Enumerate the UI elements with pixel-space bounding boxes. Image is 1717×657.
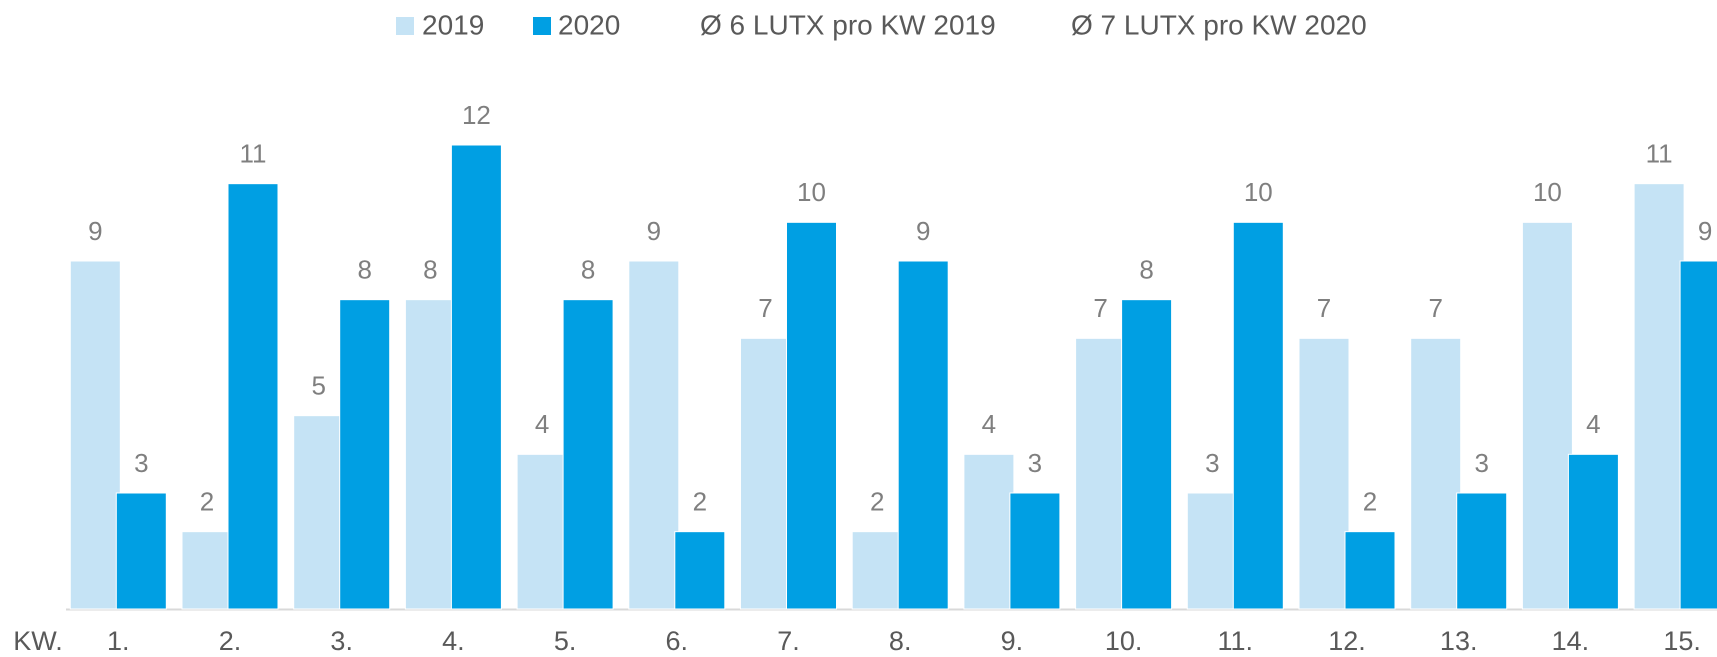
x-tick-label: 1. [107,626,130,656]
bar [115,492,167,610]
bar [1679,260,1717,610]
bar [1344,531,1396,610]
x-tick-label: 10. [1105,626,1143,656]
data-label: 9 [916,216,930,246]
data-label: 7 [1428,293,1442,323]
bar [1298,337,1350,610]
bar [227,183,279,610]
data-label: 7 [1317,293,1331,323]
data-label: 8 [1139,255,1153,285]
data-label: 4 [1586,409,1600,439]
x-tick-label: 6. [666,626,689,656]
data-label: 5 [311,371,325,401]
data-label: 2 [1363,487,1377,517]
data-label: 10 [1533,177,1562,207]
data-label: 8 [581,255,595,285]
bar [404,299,456,610]
bar [516,453,568,610]
x-tick-label: 8. [889,626,912,656]
legend-label: Ø 6 LUTX pro KW 2019 [700,9,996,40]
bar [293,415,345,610]
bar [1456,492,1508,610]
data-label: 8 [423,255,437,285]
bar [851,531,903,610]
bar [1121,299,1173,610]
x-tick-label: 5. [554,626,577,656]
data-label: 4 [982,409,996,439]
data-label: 9 [1698,216,1712,246]
data-label: 3 [1205,448,1219,478]
legend-swatch [396,17,414,35]
x-tick-label: 2. [219,626,242,656]
data-label: 7 [758,293,772,323]
bar [786,221,837,610]
x-tick-label: 9. [1001,626,1024,656]
data-label: 3 [1028,448,1042,478]
data-label: 2 [200,487,214,517]
bar [1075,337,1127,610]
data-label: 4 [535,409,549,439]
x-tick-label: 7. [777,626,800,656]
data-label: 8 [357,255,371,285]
x-tick-label: 3. [330,626,353,656]
legend-swatch [533,17,551,35]
data-label: 7 [1093,293,1107,323]
bar [1410,337,1462,610]
bar [1009,492,1061,610]
data-label: 12 [462,100,491,130]
x-tick-label: 14. [1552,626,1590,656]
bar [562,299,614,610]
bar [963,453,1015,610]
bar [339,299,391,610]
data-label: 10 [797,177,826,207]
bar [1567,453,1619,610]
data-label: 11 [1646,139,1673,169]
x-axis-label: KW. [13,626,63,656]
data-label: 9 [647,216,661,246]
bar [674,531,726,610]
data-label: 2 [693,487,707,517]
x-tick-label: 4. [442,626,465,656]
legend-label: 2019 [422,9,484,40]
bar [450,144,502,610]
x-tick-label: 15. [1663,626,1701,656]
x-tick-label: 13. [1440,626,1478,656]
bar [181,531,233,610]
bar [628,260,680,610]
legend-label: 2020 [558,9,620,40]
bar [69,260,121,610]
bar [1186,492,1238,610]
x-tick-label: 11. [1218,626,1254,656]
data-label: 3 [134,448,148,478]
legend-label: Ø 7 LUTX pro KW 2020 [1071,9,1367,40]
data-label: 3 [1474,448,1488,478]
bar [740,337,791,610]
data-label: 9 [88,216,102,246]
data-label: 2 [870,487,884,517]
data-label: 10 [1244,177,1273,207]
x-tick-label: 12. [1328,626,1366,656]
data-label: 11 [240,139,267,169]
bar [1633,183,1685,610]
bar [1232,221,1284,610]
bar [1521,221,1573,610]
bar [897,260,949,610]
